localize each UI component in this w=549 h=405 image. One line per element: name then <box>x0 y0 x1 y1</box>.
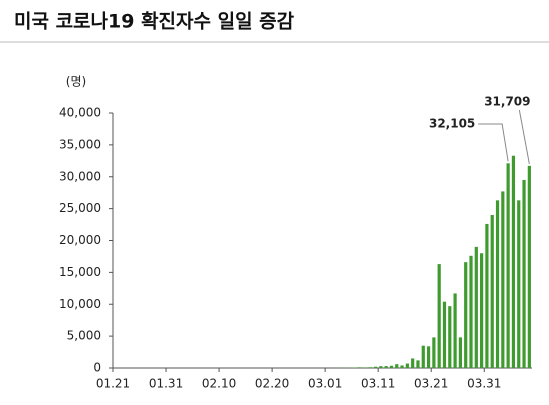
y-tick-label: 30,000 <box>59 169 101 183</box>
leader-line <box>518 109 530 164</box>
bar <box>411 358 415 368</box>
bar <box>442 301 447 368</box>
y-tick-label: 35,000 <box>59 137 101 151</box>
bar <box>527 165 531 368</box>
bar <box>384 366 388 368</box>
y-tick-label: 40,000 <box>59 106 101 120</box>
bar <box>448 306 452 368</box>
bar <box>437 264 441 368</box>
bar <box>511 155 516 368</box>
bar <box>363 367 367 368</box>
x-tick-label: 01.21 <box>96 377 130 391</box>
y-tick-label: 20,000 <box>59 233 101 247</box>
y-tick-label: 25,000 <box>59 201 101 215</box>
bar <box>368 367 372 368</box>
y-tick-label: 5,000 <box>67 329 101 343</box>
bar <box>506 163 510 368</box>
leader-line <box>478 123 509 162</box>
data-label: 32,105 <box>429 117 475 131</box>
bar <box>426 346 431 368</box>
bar <box>358 367 362 368</box>
bar <box>389 365 394 368</box>
data-label: 31,709 <box>484 95 530 109</box>
bar <box>400 365 404 368</box>
x-tick-label: 02.20 <box>255 377 289 391</box>
bar <box>458 337 462 368</box>
bar <box>495 200 500 368</box>
x-tick-label: 03.21 <box>414 377 448 391</box>
bar <box>485 223 489 368</box>
x-tick-label: 02.10 <box>202 377 236 391</box>
bar <box>474 246 478 368</box>
bar <box>395 364 399 368</box>
bar <box>405 363 409 368</box>
bar <box>464 262 468 368</box>
bar <box>379 366 383 368</box>
y-tick-label: 15,000 <box>59 265 101 279</box>
bar <box>522 179 526 368</box>
x-tick-label: 03.01 <box>308 377 342 391</box>
y-tick-label: 10,000 <box>59 297 101 311</box>
x-tick-label: 03.11 <box>361 377 395 391</box>
chart-title: 미국 코로나19 확진자수 일일 증감 <box>14 10 295 33</box>
bar <box>469 255 473 368</box>
x-tick-label: 01.31 <box>149 377 183 391</box>
bar <box>453 293 457 368</box>
y-axis-label: (명) <box>66 75 86 89</box>
bar <box>432 337 436 368</box>
y-tick-label: 0 <box>93 361 101 375</box>
bar <box>373 366 378 368</box>
bar <box>480 253 484 368</box>
bar <box>416 360 420 368</box>
bar <box>421 345 425 368</box>
bar <box>517 200 521 368</box>
bar <box>501 191 505 368</box>
x-tick-label: 03.31 <box>467 377 501 391</box>
bar <box>490 215 494 368</box>
